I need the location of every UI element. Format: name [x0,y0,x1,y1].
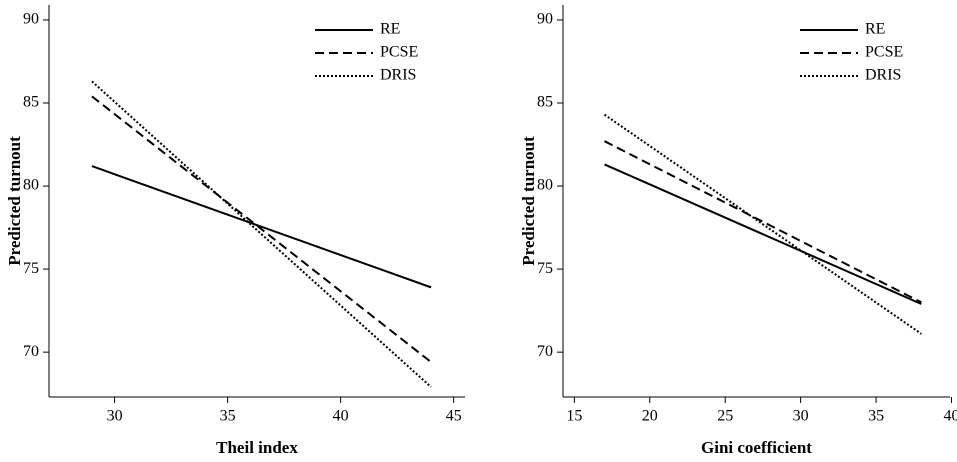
y-tick-label: 70 [23,343,39,360]
x-tick-label: 35 [220,408,236,425]
legend-label: DRIS [865,67,901,84]
x-axis-label: Gini coefficient [701,438,812,457]
legend-label: DRIS [380,67,416,84]
x-tick-label: 20 [642,408,658,425]
legend-label: PCSE [865,44,903,61]
y-tick-label: 75 [23,260,39,277]
series-line [604,163,922,305]
series-line [91,80,432,388]
x-tick-label: 25 [717,408,733,425]
y-tick-label: 70 [537,343,553,360]
series-line [91,95,432,363]
x-tick-label: 40 [333,408,349,425]
x-tick-label: 15 [566,408,582,425]
legend-label: RE [865,21,885,38]
x-tick-label: 35 [868,408,884,425]
y-tick-label: 90 [537,11,553,28]
y-tick-label: 85 [23,94,39,111]
legend-label: RE [380,21,400,38]
y-tick-label: 80 [23,177,39,194]
x-tick-label: 30 [793,408,809,425]
y-tick-label: 80 [537,177,553,194]
x-tick-label: 45 [446,408,462,425]
series-line [604,140,922,304]
series-line [91,165,432,289]
x-tick-label: 40 [944,408,957,425]
y-axis-label: Predicted turnout [5,136,24,266]
legend-label: PCSE [380,44,418,61]
y-tick-label: 75 [537,260,553,277]
x-tick-label: 30 [107,408,123,425]
y-tick-label: 90 [23,11,39,28]
y-axis-label: Predicted turnout [519,136,538,266]
y-tick-label: 85 [537,94,553,111]
x-axis-label: Theil index [216,438,298,457]
series-line [603,113,922,335]
